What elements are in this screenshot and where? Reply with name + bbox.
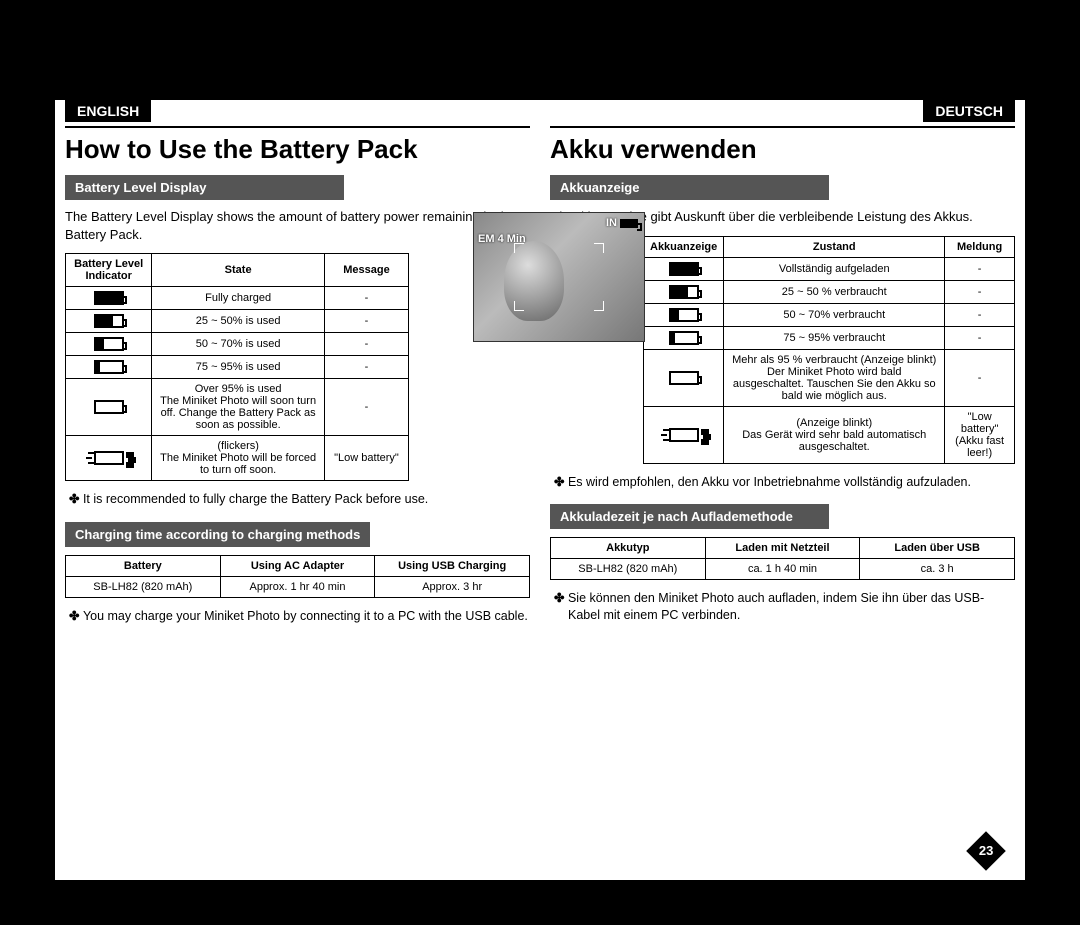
manual-page: ENGLISH How to Use the Battery Pack Batt…: [55, 100, 1025, 880]
battery-icon-15-de: [669, 331, 699, 345]
section-charging-de: Akkuladezeit je nach Auflademethode: [550, 504, 829, 529]
th-message-en: Message: [324, 254, 408, 287]
charge-table-de: Akkutyp Laden mit Netzteil Laden über US…: [550, 537, 1015, 580]
english-column: ENGLISH How to Use the Battery Pack Batt…: [55, 100, 540, 880]
note-usb-en: You may charge your Miniket Photo by con…: [65, 608, 530, 625]
battery-table-en: Battery Level Indicator State Message Fu…: [65, 253, 409, 481]
th-indicator-en: Battery Level Indicator: [66, 254, 152, 287]
battery-icon-full: [94, 291, 124, 305]
battery-icon-33-de: [669, 308, 699, 322]
note-charge-en: It is recommended to fully charge the Ba…: [65, 491, 530, 508]
charge-table-en: Battery Using AC Adapter Using USB Charg…: [65, 555, 530, 598]
battery-icon-empty: [94, 400, 124, 414]
battery-table-de: Akkuanzeige Zustand Meldung Vollständig …: [643, 236, 1015, 464]
lang-tag-deutsch: DEUTSCH: [923, 100, 1015, 122]
title-german: Akku verwenden: [550, 134, 1015, 165]
section-akkuanzeige: Akkuanzeige: [550, 175, 829, 200]
battery-icon-66-de: [669, 285, 699, 299]
battery-icon-15: [94, 360, 124, 374]
note-usb-de: Sie können den Miniket Photo auch auflad…: [550, 590, 1015, 624]
section-charging-en: Charging time according to charging meth…: [65, 522, 370, 547]
title-english: How to Use the Battery Pack: [65, 134, 530, 165]
battery-icon-33: [94, 337, 124, 351]
th-state-en: State: [152, 254, 325, 287]
intro-en: The Battery Level Display shows the amou…: [65, 208, 530, 243]
battery-icon-66: [94, 314, 124, 328]
lang-tag-english: ENGLISH: [65, 100, 151, 122]
battery-icon-empty-de: [669, 371, 699, 385]
camera-preview-image: IN EM 4 Min: [473, 212, 645, 342]
battery-icon-flicker: [94, 451, 124, 465]
preview-subject: [504, 241, 564, 321]
note-charge-de: Es wird empfohlen, den Akku vor Inbetrie…: [550, 474, 1015, 491]
battery-icon-flicker-de: [669, 428, 699, 442]
battery-icon-full-de: [669, 262, 699, 276]
section-battery-display-en: Battery Level Display: [65, 175, 344, 200]
overlay-in-icon: IN: [606, 217, 638, 229]
